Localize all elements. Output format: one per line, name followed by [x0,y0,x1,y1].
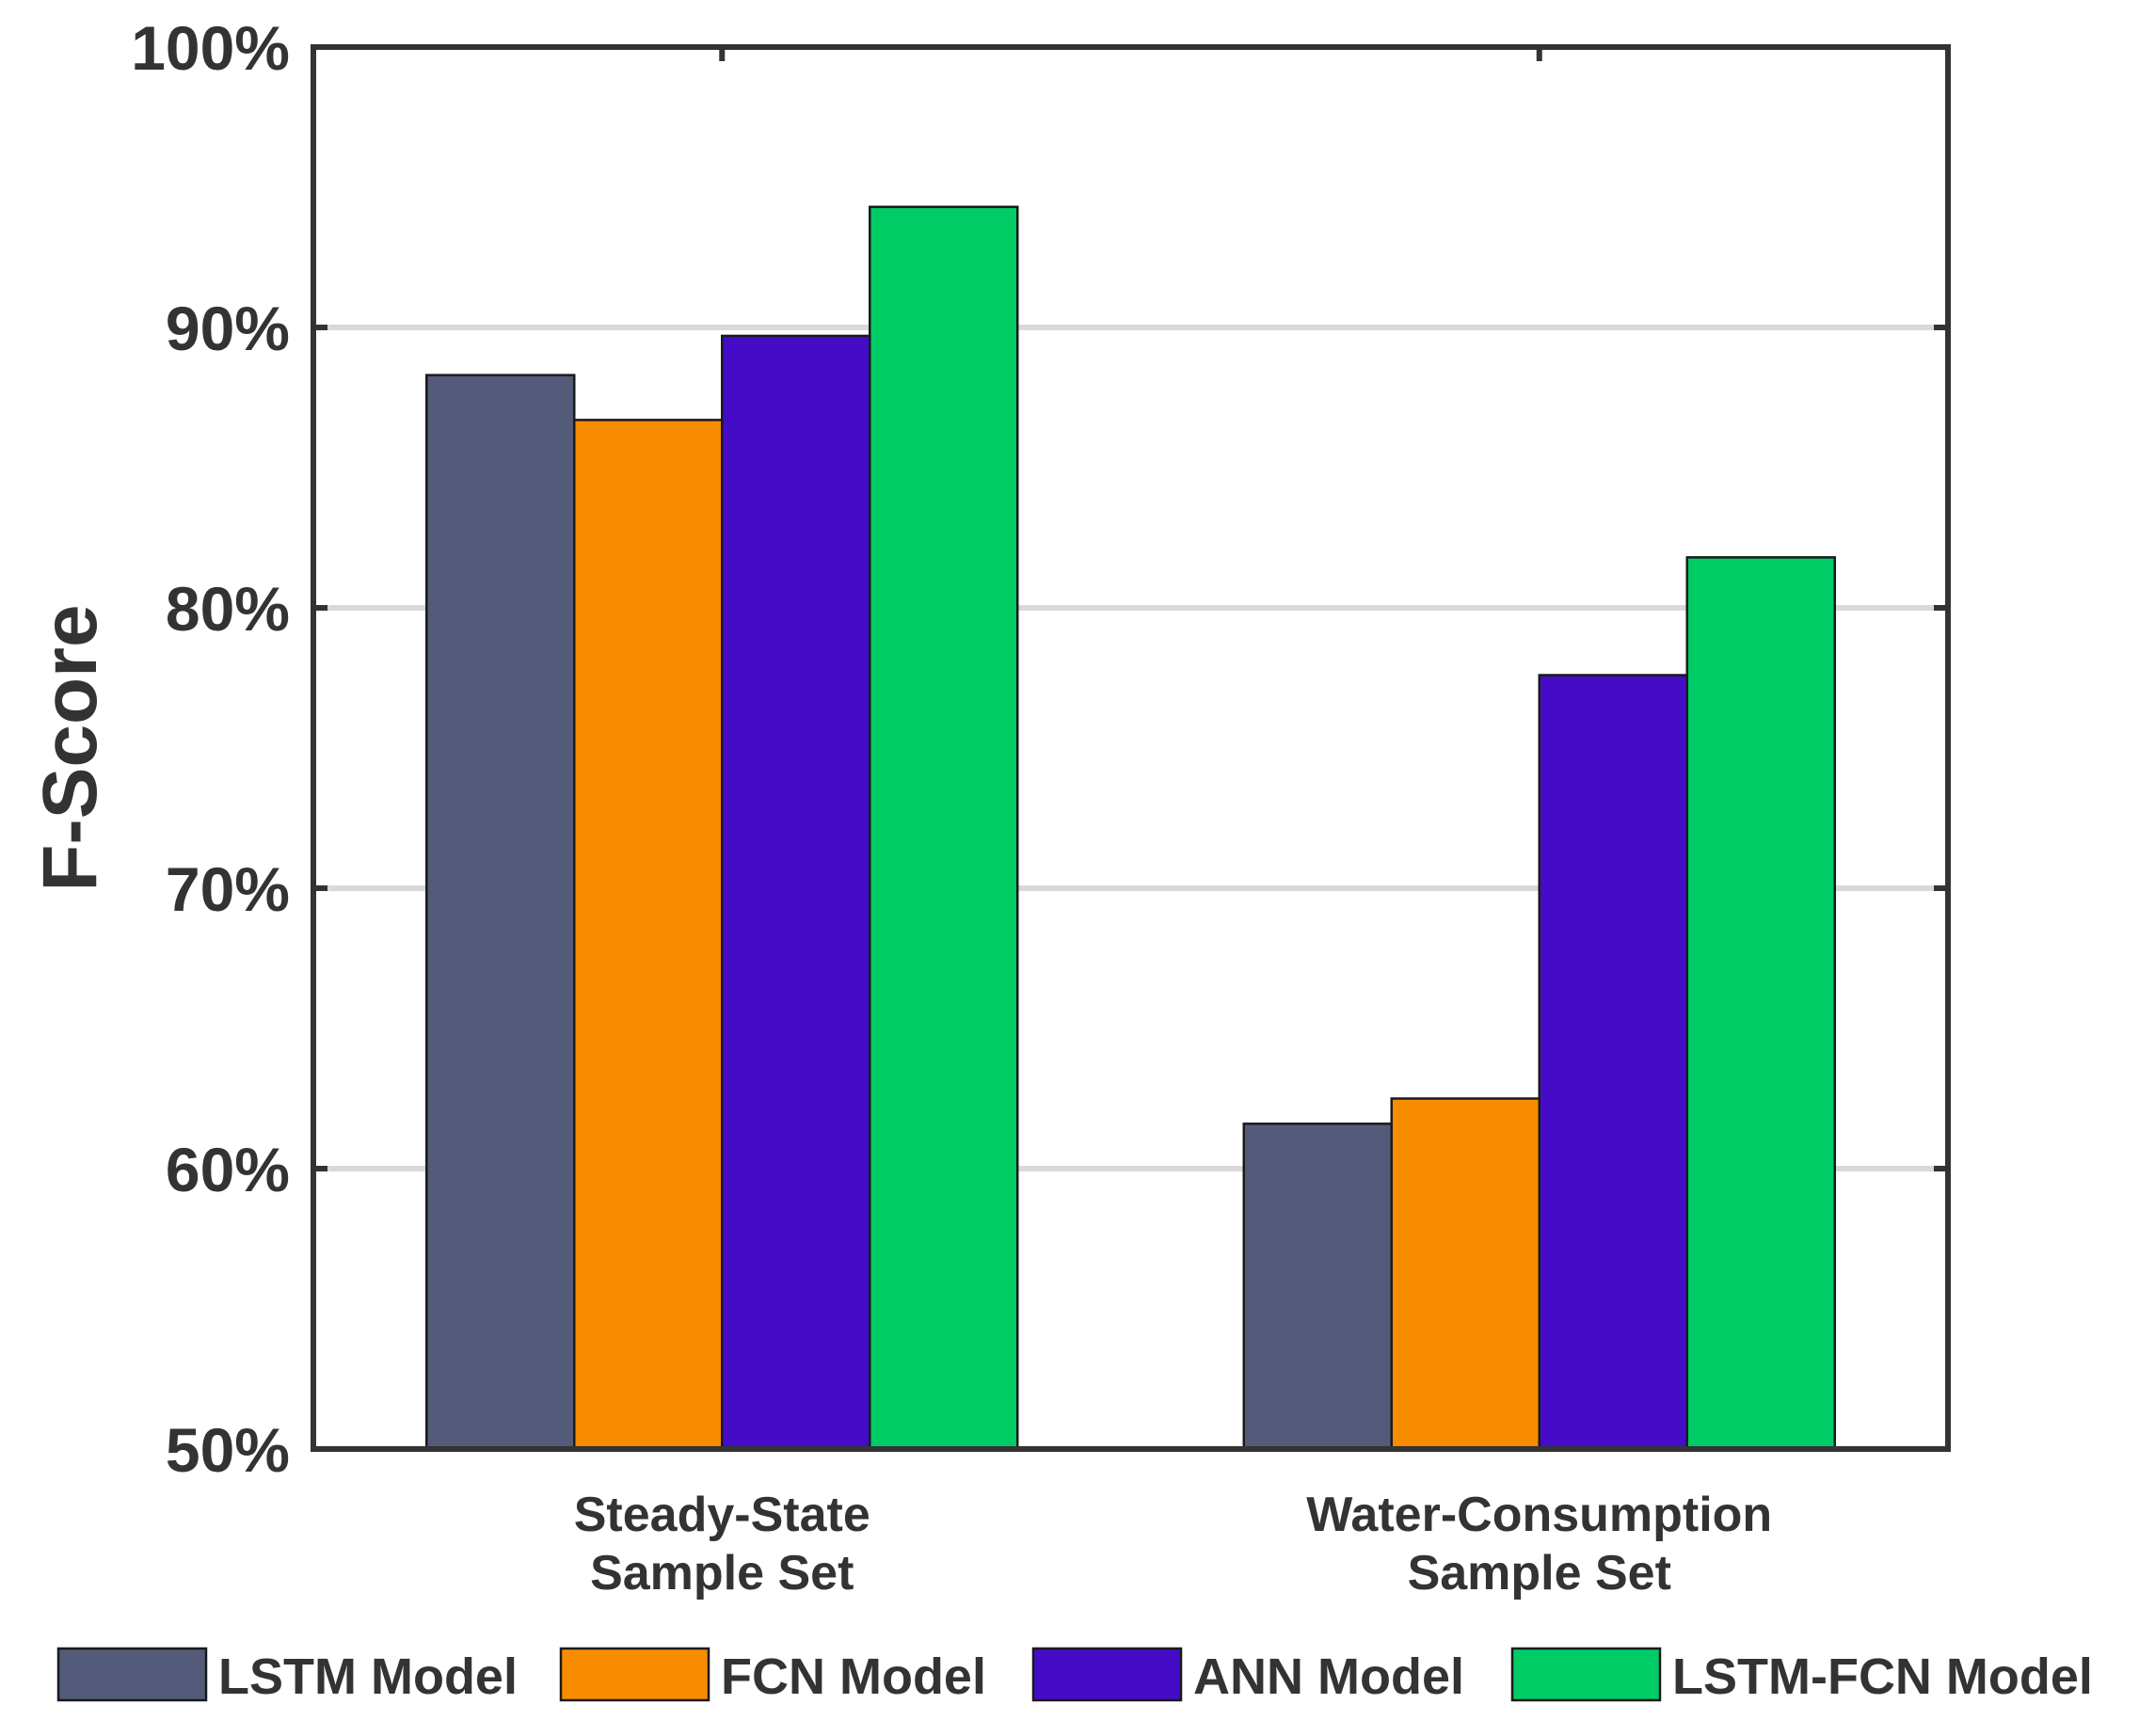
bar-lstm-fcn-model-cat1 [869,205,1019,1451]
bar-fcn-model-cat1 [573,419,724,1451]
y-axis-title: F-Score [27,604,113,891]
legend-swatch-lstm-model [56,1647,208,1702]
y-tick-label: 50% [166,1415,290,1485]
legend-label: ANN Model [1193,1648,1464,1705]
legend-label: LSTM-FCN Model [1672,1648,2093,1705]
legend-swatch-fcn-model [559,1647,710,1702]
bar-fcn-model-cat2 [1390,1097,1540,1451]
x-category-label: Sample Set [1408,1546,1671,1601]
legend-swatch-ann-model [1031,1647,1183,1702]
legend-label: LSTM Model [218,1648,518,1705]
legend: LSTM Model FCN Model ANN Model LSTM-FCN Mod… [56,1647,2093,1705]
bar-lstm-model-cat2 [1242,1123,1393,1451]
bars [425,205,1836,1451]
y-tick-label: 80% [166,574,290,644]
bar-ann-model-cat1 [721,334,871,1451]
x-category-label: Steady-State [574,1488,870,1542]
legend-label: FCN Model [721,1648,986,1705]
y-tick-label: 60% [166,1135,290,1204]
bar-ann-model-cat2 [1538,674,1688,1451]
x-category-label: Sample Set [590,1546,854,1601]
y-tick-label: 100% [131,13,290,83]
y-tick-label: 70% [166,854,290,924]
y-tick-label: 90% [166,294,290,363]
x-category-label: Water-Consumption [1306,1488,1772,1542]
y-axis-ticks: 50% 60% 70% 80% 90% 100% [131,13,290,1485]
bar-lstm-model-cat1 [425,374,576,1451]
axes-box [311,44,1951,1452]
plot-frame [311,44,1951,1452]
legend-swatch-lstm-fcn-model [1510,1647,1662,1702]
bar-lstm-fcn-model-cat2 [1685,556,1836,1451]
